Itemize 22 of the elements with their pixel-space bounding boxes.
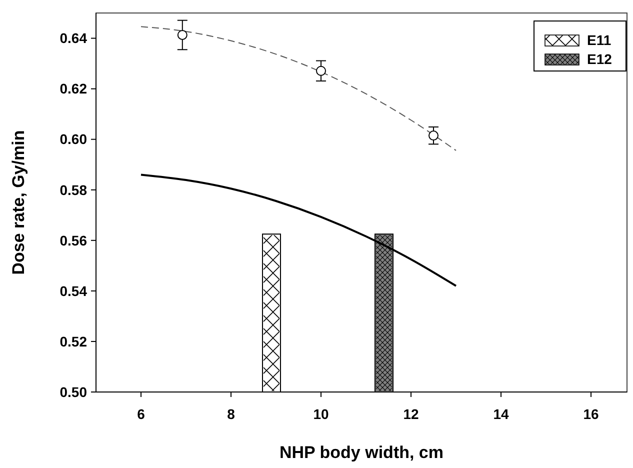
- x-tick-label: 12: [403, 406, 419, 422]
- point: [316, 66, 326, 76]
- line-series: [140, 26, 456, 151]
- x-tick-label: 8: [227, 406, 236, 422]
- y-tick-label: 0.64: [60, 30, 88, 46]
- y-tick-label: 0.58: [60, 182, 88, 198]
- y-tick-label: 0.52: [60, 333, 88, 350]
- x-tick-label: 14: [493, 406, 509, 422]
- y-tick-label: 0.62: [60, 80, 88, 97]
- y-axis-title: Dose rate, Gy/min: [9, 130, 28, 275]
- legend-label: E12: [587, 51, 612, 67]
- y-tick-label: 0.54: [60, 282, 88, 299]
- x-tick-label: 10: [313, 406, 329, 422]
- x-axis-title: NHP body width, cm: [279, 443, 444, 462]
- x-tick-label: 6: [137, 406, 146, 422]
- y-tick-label: 0.60: [60, 131, 88, 148]
- legend-label: E11: [587, 32, 612, 48]
- y-tick-label: 0.50: [60, 384, 88, 400]
- x-tick-label: 16: [583, 406, 599, 422]
- point: [428, 130, 438, 141]
- point: [177, 30, 188, 40]
- y-tick-label: 0.56: [60, 232, 88, 248]
